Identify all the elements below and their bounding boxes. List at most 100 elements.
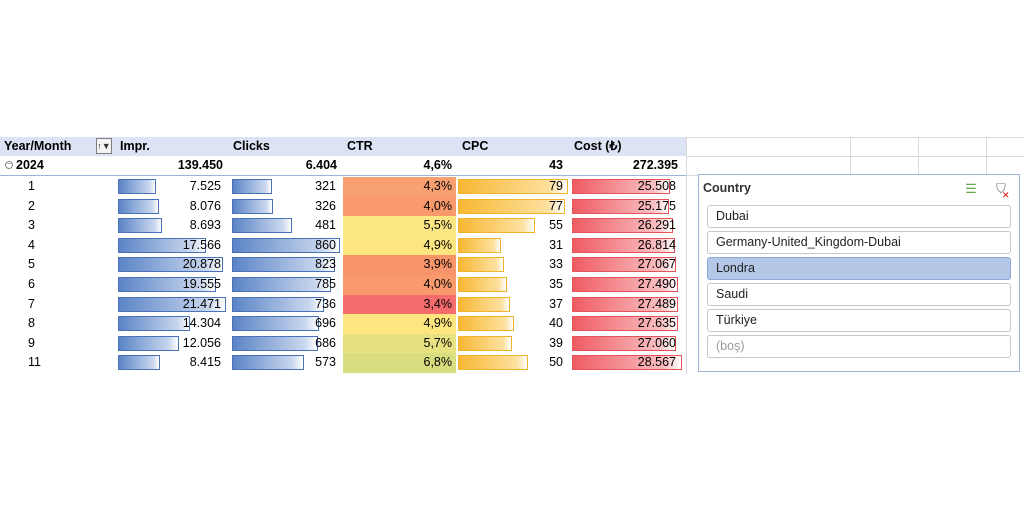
ctr-cell[interactable]: 4,9% [343, 235, 456, 256]
cpc-cell[interactable]: 55 [458, 216, 563, 236]
clicks-cell[interactable]: 785 [232, 275, 336, 295]
ctr-cell[interactable]: 6,8% [343, 353, 456, 373]
impr-cell[interactable]: 19.555 [118, 275, 221, 295]
grid-line [850, 137, 851, 175]
ctr-cell[interactable]: 5,7% [343, 333, 456, 354]
table-row: 5 20.878 823 3,9% 33 27.067 [0, 255, 686, 275]
month-cell[interactable]: 11 [28, 353, 68, 373]
header-impr[interactable]: Impr. [120, 139, 150, 153]
cost-cell[interactable]: 25.175 [572, 197, 676, 217]
month-cell[interactable]: 7 [28, 295, 68, 315]
data-bar [232, 316, 319, 332]
collapse-icon[interactable]: − [5, 161, 13, 169]
ctr-cell[interactable]: 4,0% [343, 275, 456, 295]
ctr-cell[interactable]: 3,4% [343, 294, 456, 315]
total-impr[interactable]: 139.450 [177, 158, 223, 172]
cost-cell[interactable]: 27.635 [572, 314, 678, 334]
cost-cell[interactable]: 28.567 [572, 353, 682, 373]
cost-cell[interactable]: 27.060 [572, 334, 676, 354]
impr-cell[interactable]: 21.471 [118, 295, 226, 315]
ctr-cell[interactable]: 5,5% [343, 216, 456, 236]
ctr-cell[interactable]: 4,3% [343, 177, 456, 197]
clicks-cell[interactable]: 321 [232, 177, 336, 197]
month-cell-value: 7 [28, 296, 35, 311]
impr-cell[interactable]: 7.525 [118, 177, 221, 197]
month-cell-value: 6 [28, 277, 35, 291]
data-bar [118, 179, 156, 194]
cost-cell[interactable]: 26.291 [572, 216, 676, 236]
header-ctr[interactable]: CTR [347, 139, 373, 153]
data-bar [572, 179, 670, 194]
cost-cell[interactable]: 25.508 [572, 177, 676, 197]
total-cpc[interactable]: 43 [549, 158, 563, 172]
header-cost[interactable]: Cost (₺) [574, 139, 622, 153]
pivot-header-row: Year/Month ↑▼ Impr. Clicks CTR CPC Cost … [0, 137, 686, 156]
clicks-cell[interactable]: 326 [232, 197, 336, 217]
slicer-item[interactable]: Germany-United_Kingdom-Dubai [707, 231, 1011, 254]
clicks-cell[interactable]: 686 [232, 334, 336, 354]
total-cost[interactable]: 272.395 [632, 158, 678, 172]
total-clicks[interactable]: 6.404 [305, 158, 337, 172]
cpc-cell[interactable]: 33 [458, 255, 563, 275]
data-bar [232, 179, 272, 194]
slicer-item[interactable]: (boş) [707, 335, 1011, 358]
slicer-item[interactable]: Londra [707, 257, 1011, 280]
clicks-cell[interactable]: 860 [232, 236, 340, 256]
slicer-item[interactable]: Dubai [707, 205, 1011, 228]
month-cell[interactable]: 6 [28, 275, 68, 295]
month-cell[interactable]: 4 [28, 236, 68, 256]
impr-cell[interactable]: 8.076 [118, 197, 221, 217]
cpc-cell-value: 35 [549, 277, 563, 291]
impr-cell[interactable]: 14.304 [118, 314, 221, 334]
country-slicer[interactable]: Country ☰ ⛉ ✕ Dubai Germany-United_Kingdom… [698, 174, 1020, 372]
month-cell[interactable]: 2 [28, 197, 68, 217]
ctr-cell[interactable]: 4,0% [343, 196, 456, 217]
header-clicks[interactable]: Clicks [233, 139, 270, 153]
cpc-cell[interactable]: 35 [458, 275, 563, 295]
cpc-cell[interactable]: 79 [458, 177, 568, 197]
impr-cell-value: 12.056 [182, 335, 221, 350]
row-filter-icon[interactable]: ↑▼ [96, 138, 112, 154]
clicks-cell[interactable]: 696 [232, 314, 336, 334]
cost-cell[interactable]: 27.490 [572, 275, 678, 295]
grid-line [986, 137, 987, 175]
month-cell[interactable]: 1 [28, 177, 68, 197]
cost-cell[interactable]: 26.814 [572, 236, 676, 256]
clicks-cell[interactable]: 481 [232, 216, 336, 236]
impr-cell[interactable]: 20.878 [118, 255, 223, 275]
cpc-cell[interactable]: 39 [458, 334, 563, 354]
cpc-cell[interactable]: 37 [458, 295, 563, 315]
clicks-cell[interactable]: 573 [232, 353, 336, 373]
month-cell[interactable]: 3 [28, 216, 68, 236]
header-cpc[interactable]: CPC [462, 139, 489, 153]
cpc-cell[interactable]: 50 [458, 353, 563, 373]
month-cell[interactable]: 9 [28, 334, 68, 354]
impr-cell[interactable]: 17.566 [118, 236, 221, 256]
data-bar [572, 198, 669, 214]
total-ctr[interactable]: 4,6% [423, 158, 453, 172]
multi-select-icon[interactable]: ☰ [965, 181, 977, 196]
slicer-item[interactable]: Türkiye [707, 309, 1011, 332]
clicks-cell-value: 686 [315, 335, 336, 350]
clicks-cell[interactable]: 736 [232, 295, 336, 315]
cost-cell[interactable]: 27.067 [572, 255, 676, 275]
clear-filter-icon[interactable]: ⛉ ✕ [996, 181, 1010, 200]
slicer-item[interactable]: Saudi [707, 283, 1011, 306]
ctr-cell[interactable]: 3,9% [343, 255, 456, 275]
cpc-cell[interactable]: 77 [458, 197, 565, 217]
impr-cell[interactable]: 12.056 [118, 334, 221, 354]
impr-cell-value: 19.555 [182, 277, 221, 291]
cpc-cell-value: 50 [549, 355, 563, 370]
cost-cell[interactable]: 27.489 [572, 295, 678, 315]
month-cell-value: 11 [28, 355, 41, 370]
header-year-month[interactable]: Year/Month [4, 139, 72, 153]
impr-cell[interactable]: 8.693 [118, 216, 221, 236]
month-cell[interactable]: 8 [28, 314, 68, 334]
ctr-cell[interactable]: 4,9% [343, 314, 456, 334]
cpc-cell[interactable]: 40 [458, 314, 563, 334]
impr-cell[interactable]: 8.415 [118, 353, 221, 373]
cpc-cell[interactable]: 31 [458, 236, 563, 256]
clicks-cell[interactable]: 823 [232, 255, 336, 275]
total-year[interactable]: 2024 [16, 158, 44, 172]
month-cell[interactable]: 5 [28, 255, 68, 275]
